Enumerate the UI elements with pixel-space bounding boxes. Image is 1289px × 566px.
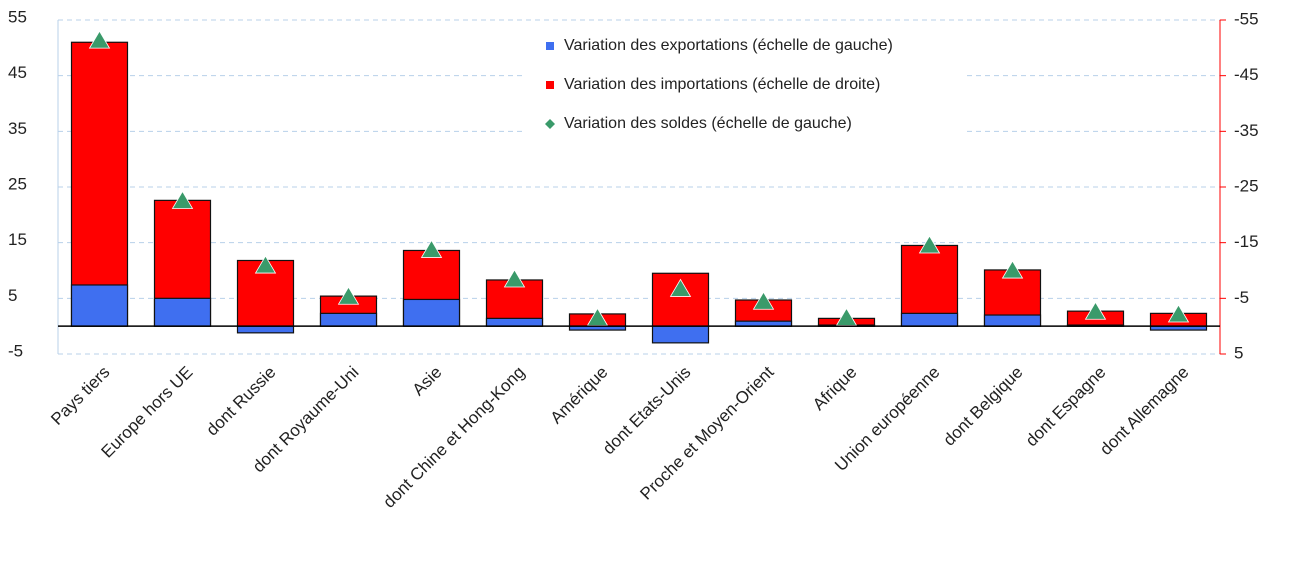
x-tick-label: dont Espagne xyxy=(1022,363,1110,451)
x-tick-label: dont Russie xyxy=(203,363,280,440)
marker xyxy=(88,30,111,49)
x-tick-label: dont Etats-Unis xyxy=(599,363,695,459)
legend-label: Variation des importations (échelle de d… xyxy=(564,76,880,93)
bar xyxy=(70,41,129,327)
y-tick-label: 25 xyxy=(8,174,27,193)
x-tick-label: Europe hors UE xyxy=(98,363,197,462)
y2-tick-label: -25 xyxy=(1234,176,1259,195)
bar xyxy=(651,325,710,344)
bar xyxy=(70,284,129,327)
y-tick-label: 45 xyxy=(8,63,27,82)
y2-tick-label: -5 xyxy=(1234,288,1249,307)
y-tick-label: -5 xyxy=(8,341,23,360)
y-tick-label: 55 xyxy=(8,7,27,26)
bar xyxy=(485,317,544,327)
legend-swatch xyxy=(546,42,554,50)
y-tick-label: 35 xyxy=(8,119,27,138)
marker xyxy=(420,239,443,258)
legend-swatch xyxy=(545,119,555,129)
x-tick-label: dont Allemagne xyxy=(1096,363,1192,459)
bar xyxy=(153,297,212,327)
bar xyxy=(900,244,959,327)
y2-tick-label: 5 xyxy=(1234,343,1243,362)
x-tick-label: Amérique xyxy=(547,363,612,428)
x-tick-label: dont Chine et Hong-Kong xyxy=(379,363,528,512)
marker xyxy=(254,255,277,274)
legend-swatch xyxy=(546,81,554,89)
marker xyxy=(503,269,526,288)
marker xyxy=(586,307,609,326)
x-tick-label: Afrique xyxy=(809,363,861,415)
x-tick-label: Proche et Moyen-Orient xyxy=(636,362,777,503)
bar xyxy=(983,314,1042,327)
y2-tick-label: -15 xyxy=(1234,232,1259,251)
bar xyxy=(734,320,793,327)
y2-tick-label: -45 xyxy=(1234,65,1259,84)
marker xyxy=(918,235,941,254)
bar xyxy=(236,325,295,334)
legend-label: Variation des exportations (échelle de g… xyxy=(564,37,893,54)
bar xyxy=(900,312,959,327)
marker xyxy=(669,278,692,297)
marker xyxy=(337,286,360,305)
marker xyxy=(1001,260,1024,279)
marker xyxy=(1167,304,1190,323)
bar xyxy=(319,312,378,327)
marker xyxy=(1084,301,1107,320)
legend-label: Variation des soldes (échelle de gauche) xyxy=(564,115,852,132)
y2-tick-label: -55 xyxy=(1234,9,1259,28)
y2-tick-label: -35 xyxy=(1234,121,1259,140)
legend-box xyxy=(525,25,965,145)
x-tick-label: Pays tiers xyxy=(47,363,113,429)
x-tick-label: dont Belgique xyxy=(940,363,1027,450)
y-tick-label: 15 xyxy=(8,230,27,249)
marker xyxy=(752,291,775,310)
x-tick-label: Asie xyxy=(409,363,446,400)
marker xyxy=(835,307,858,326)
y-tick-label: 5 xyxy=(8,286,17,305)
bar xyxy=(402,298,461,327)
marker xyxy=(171,190,194,209)
